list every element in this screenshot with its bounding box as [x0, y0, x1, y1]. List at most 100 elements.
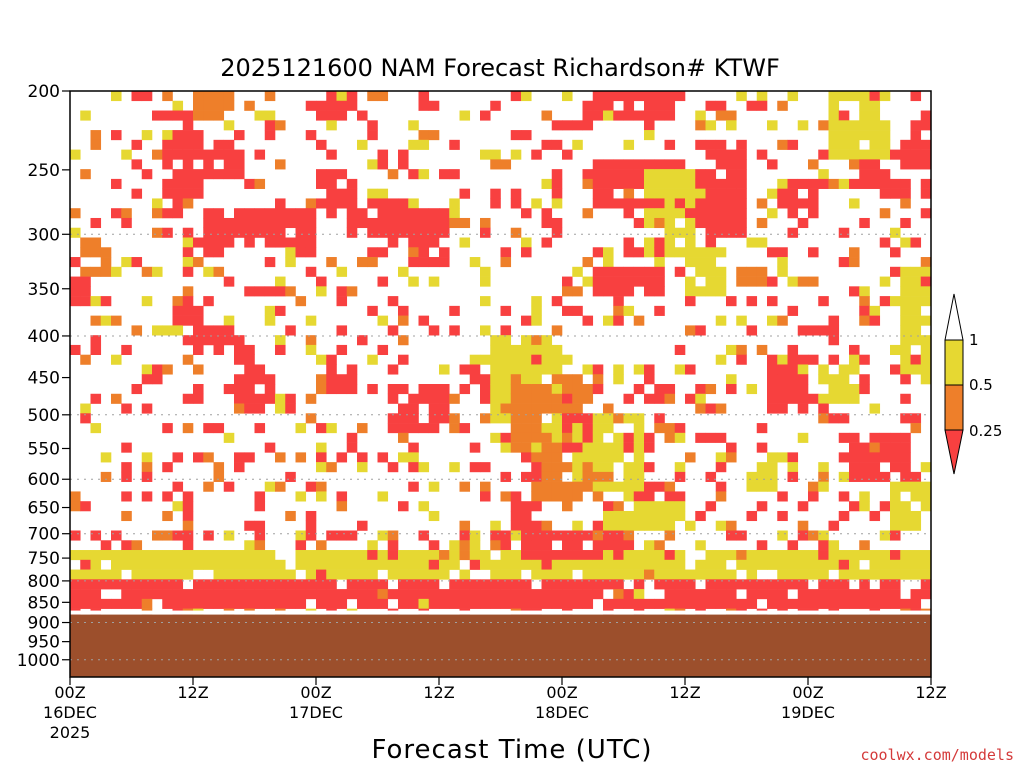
ri-cell	[316, 559, 327, 570]
ri-cell	[838, 139, 850, 150]
ri-cell	[695, 589, 706, 600]
ri-cell	[838, 130, 850, 141]
ri-cell	[582, 364, 594, 375]
ri-cell	[346, 374, 358, 385]
ri-cell	[521, 471, 532, 482]
y-tick-label: 450	[28, 369, 60, 389]
x-tick-date: 16DEC	[43, 703, 97, 722]
ri-cell	[213, 325, 225, 336]
ri-cell	[623, 91, 635, 102]
ri-cell	[664, 393, 676, 404]
ri-cell	[244, 579, 255, 590]
ri-cell	[551, 120, 563, 131]
ri-cell	[920, 178, 932, 189]
ri-cell	[756, 266, 768, 277]
ri-cell	[582, 598, 594, 609]
ri-cell	[305, 198, 317, 209]
ri-cell	[685, 589, 696, 600]
ri-cell	[787, 198, 799, 209]
ri-cell	[572, 589, 583, 600]
ri-cell	[838, 589, 850, 600]
ri-cell	[654, 501, 665, 512]
ri-cell	[890, 247, 901, 258]
ri-cell	[357, 462, 368, 473]
ri-cell	[623, 178, 635, 189]
ri-cell	[900, 501, 911, 512]
ri-cell	[562, 481, 573, 492]
ri-cell	[695, 325, 706, 336]
ri-cell	[572, 598, 583, 609]
ri-cell	[644, 442, 655, 453]
ri-cell	[449, 217, 460, 229]
ri-cell	[500, 598, 512, 609]
ri-cell	[664, 589, 676, 600]
ri-cell	[551, 325, 563, 336]
legend-arrow-top	[944, 293, 964, 341]
ri-cell	[141, 296, 153, 307]
ri-cell	[726, 159, 737, 170]
ri-cell	[223, 315, 235, 326]
ri-cell	[603, 247, 614, 258]
ri-cell	[900, 149, 911, 160]
ri-cell	[531, 149, 542, 160]
ri-cell	[715, 462, 727, 473]
ri-cell	[213, 462, 225, 473]
ri-cell	[644, 178, 655, 189]
ri-cell	[234, 217, 245, 229]
ri-cell	[613, 559, 624, 570]
ri-cell	[859, 569, 870, 580]
ri-cell	[459, 589, 471, 600]
ri-cell	[203, 266, 214, 277]
ri-cell	[80, 589, 91, 600]
ri-cell	[715, 491, 727, 502]
ri-cell	[828, 91, 840, 102]
ri-cell	[920, 364, 932, 375]
ri-cell	[613, 598, 624, 609]
ri-cell	[654, 393, 665, 404]
ri-cell	[654, 178, 665, 189]
ri-cell	[849, 354, 860, 365]
ri-cell	[705, 247, 717, 258]
ri-cell	[162, 510, 173, 522]
ri-cell	[767, 589, 778, 600]
ri-cell	[100, 296, 112, 307]
ri-cell	[100, 598, 112, 609]
ri-cell	[500, 550, 512, 561]
ri-cell	[613, 296, 624, 307]
ri-cell	[141, 579, 153, 590]
ri-cell	[746, 569, 758, 580]
ri-cell	[141, 169, 153, 180]
ri-cell	[869, 100, 881, 111]
ri-cell	[900, 598, 911, 609]
ri-cell	[264, 237, 276, 248]
ri-cell	[264, 257, 276, 268]
ri-cell	[305, 100, 317, 111]
ri-cell	[500, 335, 512, 346]
ri-cell	[736, 530, 747, 541]
ri-cell	[398, 598, 409, 609]
ri-cell	[592, 247, 604, 258]
ri-cell	[808, 325, 819, 336]
ri-cell	[521, 413, 532, 424]
ri-cell	[500, 374, 512, 385]
ri-cell	[70, 530, 81, 541]
ri-cell	[326, 559, 337, 570]
ri-cell	[910, 305, 922, 316]
ri-cell	[705, 257, 717, 268]
ri-cell	[90, 423, 102, 434]
ri-cell	[654, 569, 665, 580]
ri-cell	[500, 432, 512, 443]
ri-cell	[685, 286, 696, 297]
ri-cell	[572, 520, 583, 531]
ri-cell	[346, 550, 358, 561]
ri-cell	[920, 550, 932, 561]
ri-cell	[746, 266, 758, 277]
ri-cell	[275, 335, 286, 346]
ri-cell	[890, 344, 901, 355]
ri-cell	[223, 159, 235, 170]
ri-cell	[613, 198, 624, 209]
ri-cell	[521, 598, 532, 609]
ri-cell	[264, 481, 276, 492]
ri-cell	[920, 276, 932, 287]
ri-cell	[541, 217, 553, 229]
